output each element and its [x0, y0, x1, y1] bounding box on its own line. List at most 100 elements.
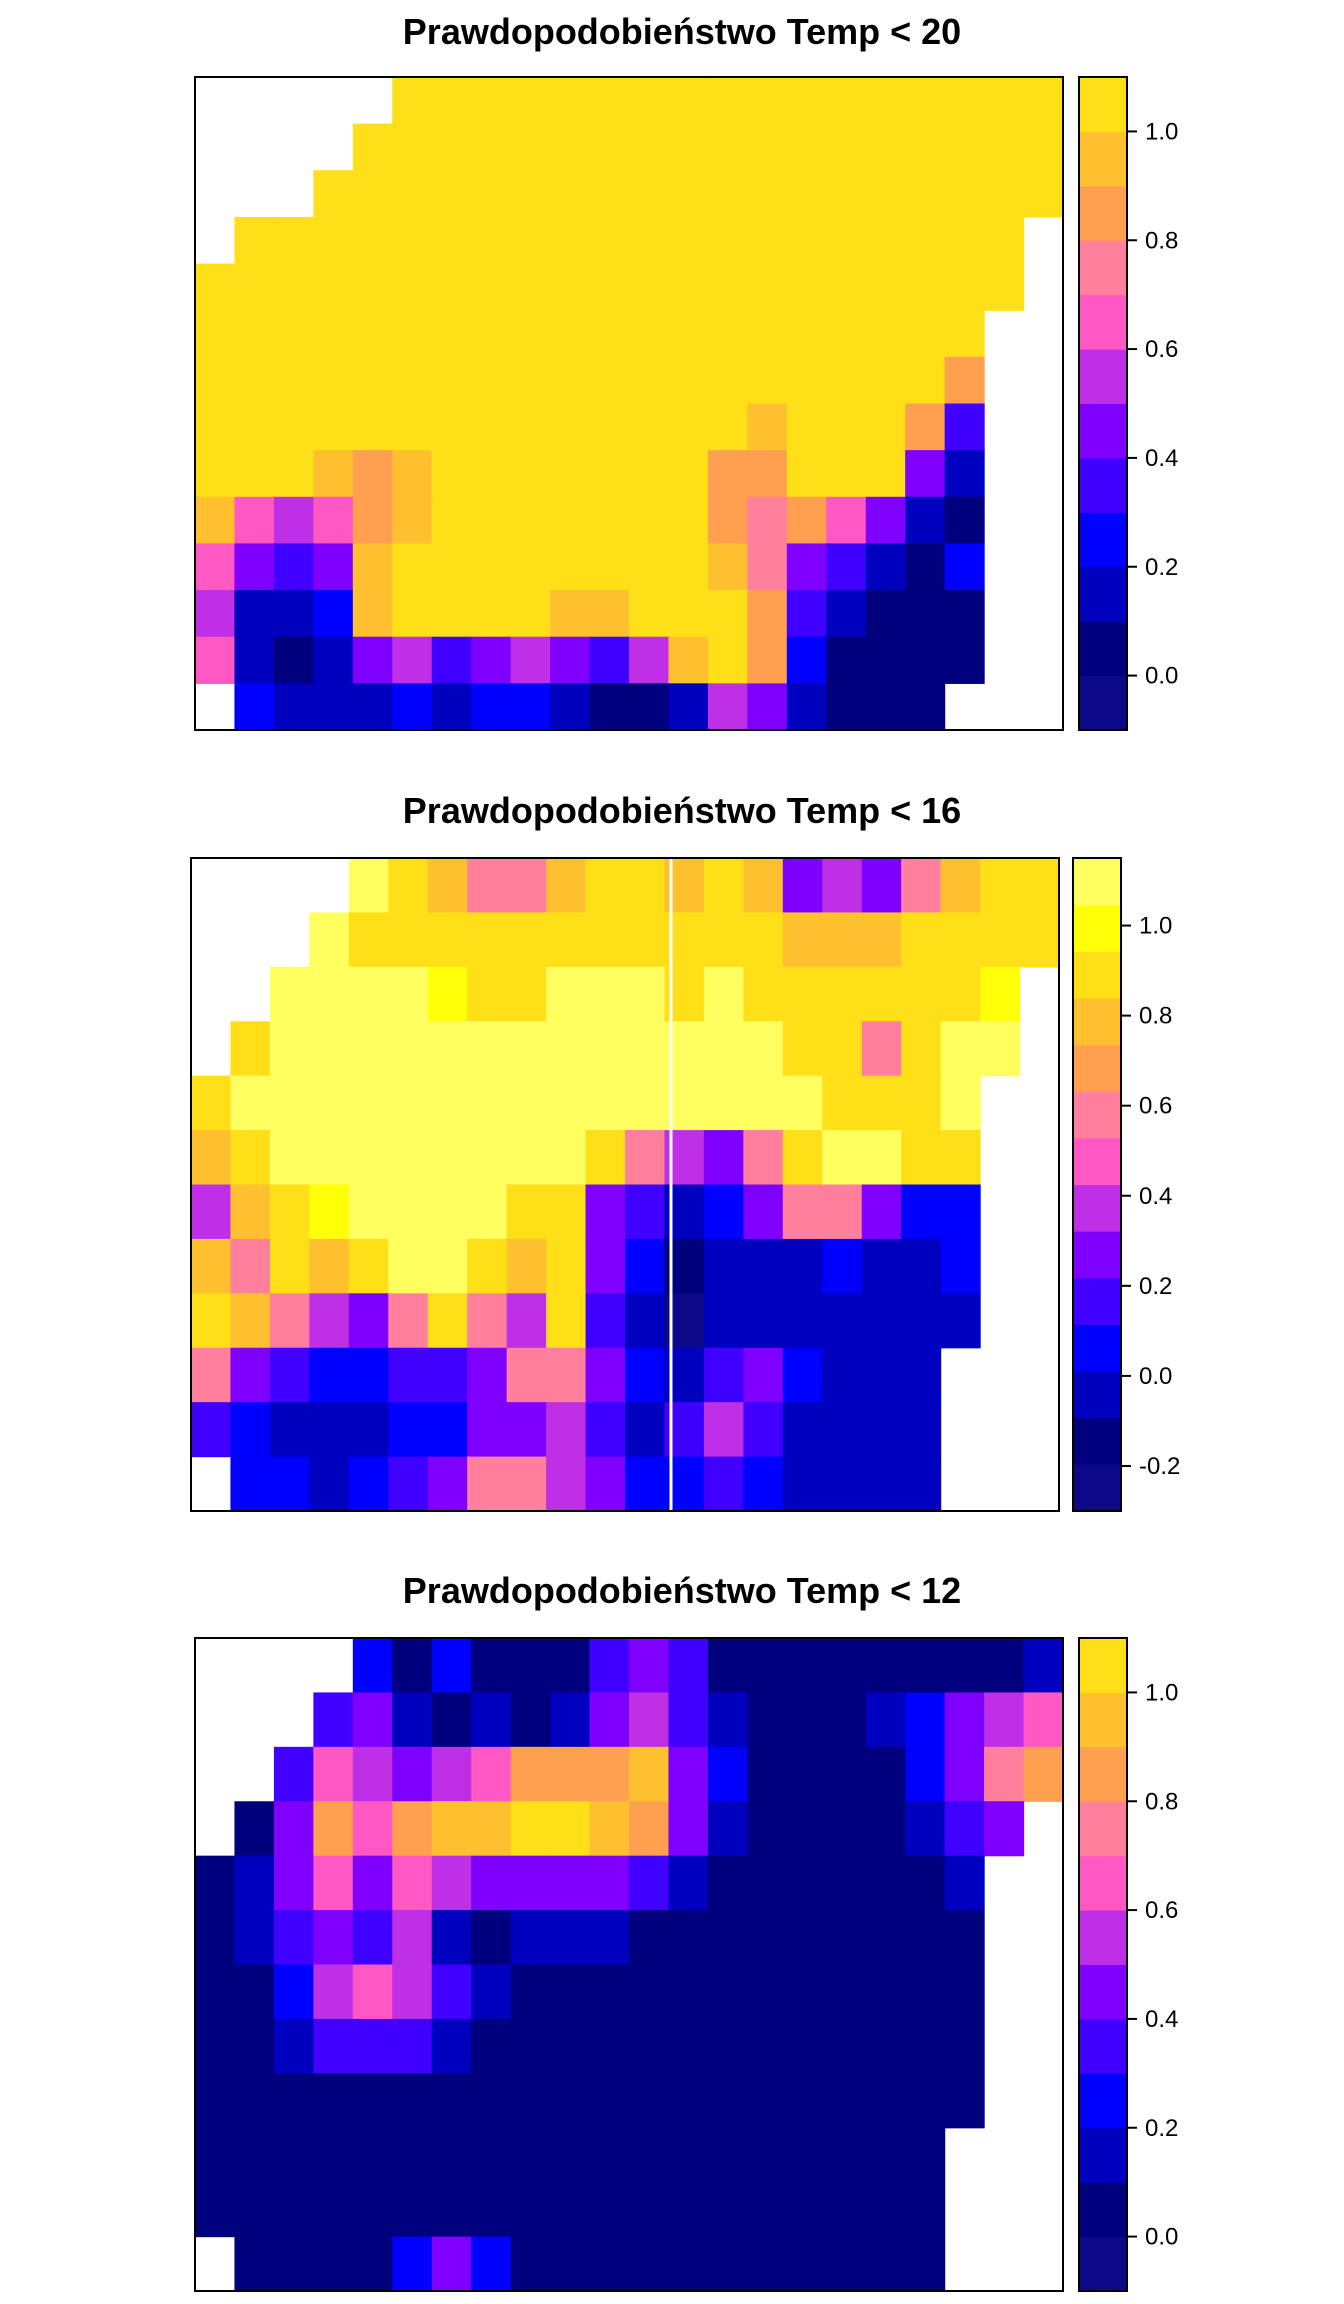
heatmap-cell	[747, 496, 788, 545]
heatmap-cell	[629, 1801, 670, 1857]
heatmap-cell	[940, 912, 981, 968]
heatmap-cell	[865, 450, 906, 498]
heatmap-cell	[506, 1021, 547, 1077]
heatmap-cell	[388, 1347, 429, 1403]
heatmap-cell	[786, 450, 827, 498]
heatmap-cells	[195, 1638, 1064, 2292]
heatmap-cell	[510, 310, 551, 358]
heatmap-cell	[234, 2073, 275, 2129]
heatmap-cell	[510, 2182, 551, 2238]
heatmap-cell	[865, 2182, 906, 2238]
heatmap-cell	[585, 1238, 626, 1294]
heatmap-cell	[585, 858, 626, 914]
heatmap-cell	[388, 1238, 429, 1294]
legend-swatch	[1073, 1417, 1121, 1465]
heatmap-cell	[707, 683, 748, 731]
heatmap-cell	[944, 1692, 985, 1748]
heatmap-cell	[585, 1293, 626, 1349]
heatmap-cell	[629, 216, 670, 265]
heatmap-cell	[191, 1293, 232, 1349]
heatmap-cell	[707, 543, 748, 591]
heatmap-cell	[546, 1075, 587, 1131]
heatmap-cell	[944, 1855, 985, 1911]
heatmap-cell	[348, 912, 389, 968]
heatmap-cell	[392, 543, 433, 591]
heatmap-cell	[865, 123, 906, 171]
heatmap-cell	[668, 450, 709, 498]
legend-swatch	[1079, 1801, 1127, 1857]
heatmap-cell	[786, 356, 827, 405]
legend-swatch	[1073, 904, 1121, 952]
heatmap-cell	[313, 1801, 354, 1857]
heatmap-cell	[431, 450, 472, 498]
heatmap-cell	[782, 858, 823, 914]
heatmap-cell	[589, 77, 630, 125]
heatmap-cell	[234, 590, 275, 638]
legend-swatch	[1079, 1746, 1127, 1802]
heatmap-cell	[431, 1638, 472, 1694]
heatmap-cell	[782, 1184, 823, 1240]
heatmap-cell	[1023, 123, 1064, 171]
heatmap-cell	[786, 2127, 827, 2183]
heatmap-cell	[431, 356, 472, 405]
chart-panel-temp-12: Prawdopodobieństwo Temp < 12 0.00.20.40.…	[194, 1570, 1178, 2292]
heatmap-cell	[550, 77, 591, 125]
legend-tick-label: 0.0	[1139, 1363, 1172, 1390]
heatmap-cell	[313, 496, 354, 545]
heatmap-cell	[703, 1238, 744, 1294]
heatmap-cell	[585, 1021, 626, 1077]
heatmap-cell	[273, 496, 314, 545]
legend-swatch	[1079, 1910, 1127, 1965]
heatmap-cell	[782, 966, 823, 1022]
legend-tick-label: 0.2	[1139, 1273, 1172, 1300]
heatmap-cell	[471, 1801, 512, 1857]
heatmap-cell	[431, 590, 472, 638]
heatmap-cell	[629, 590, 670, 638]
heatmap-cell	[352, 1964, 393, 2020]
heatmap-cell	[786, 590, 827, 638]
heatmap-cell	[352, 450, 393, 498]
heatmap-cell	[313, 403, 354, 451]
heatmap-cell	[629, 310, 670, 358]
heatmap-cell	[585, 1075, 626, 1131]
heatmap-cell	[826, 590, 867, 638]
heatmap-cell	[668, 123, 709, 171]
heatmap-cell	[905, 683, 946, 731]
heatmap-cell	[629, 683, 670, 731]
heatmap-cell	[782, 1021, 823, 1077]
heatmap-cell	[352, 356, 393, 405]
heatmap-cell	[313, 450, 354, 498]
heatmap-cell	[550, 1855, 591, 1911]
heatmap-cell	[431, 1855, 472, 1911]
legend-frame	[1072, 857, 1122, 1512]
heatmap-cell	[743, 858, 784, 914]
legend-swatch	[1079, 1964, 1127, 2020]
heatmap-cell	[510, 2127, 551, 2183]
heatmap-cell	[826, 77, 867, 125]
heatmap-cell	[865, 310, 906, 358]
heatmap-cell	[743, 1184, 784, 1240]
heatmap-cell	[668, 1746, 709, 1802]
heatmap-cell	[589, 1801, 630, 1857]
heatmap-cell	[392, 683, 433, 731]
heatmap-cell	[348, 1347, 389, 1403]
heatmap-cell	[234, 450, 275, 498]
heatmap-cell	[431, 683, 472, 731]
heatmap-cell	[392, 2073, 433, 2129]
heatmap-cell	[431, 170, 472, 218]
heatmap-cell	[625, 912, 666, 968]
heatmap-cell	[550, 123, 591, 171]
heatmap-cell	[352, 1855, 393, 1911]
heatmap-cell	[585, 1456, 626, 1512]
heatmap-cell	[313, 1910, 354, 1966]
heatmap-cell	[273, 1801, 314, 1857]
heatmap-cell	[471, 2127, 512, 2183]
heatmap-cell	[865, 1855, 906, 1911]
heatmap-cell	[940, 1021, 981, 1077]
heatmap-cell	[743, 1075, 784, 1131]
heatmap-cell	[230, 1130, 271, 1186]
heatmap-cell	[388, 966, 429, 1022]
legend-swatch	[1079, 675, 1127, 731]
legend-swatch	[1079, 2018, 1127, 2074]
heatmap-cell	[707, 310, 748, 358]
